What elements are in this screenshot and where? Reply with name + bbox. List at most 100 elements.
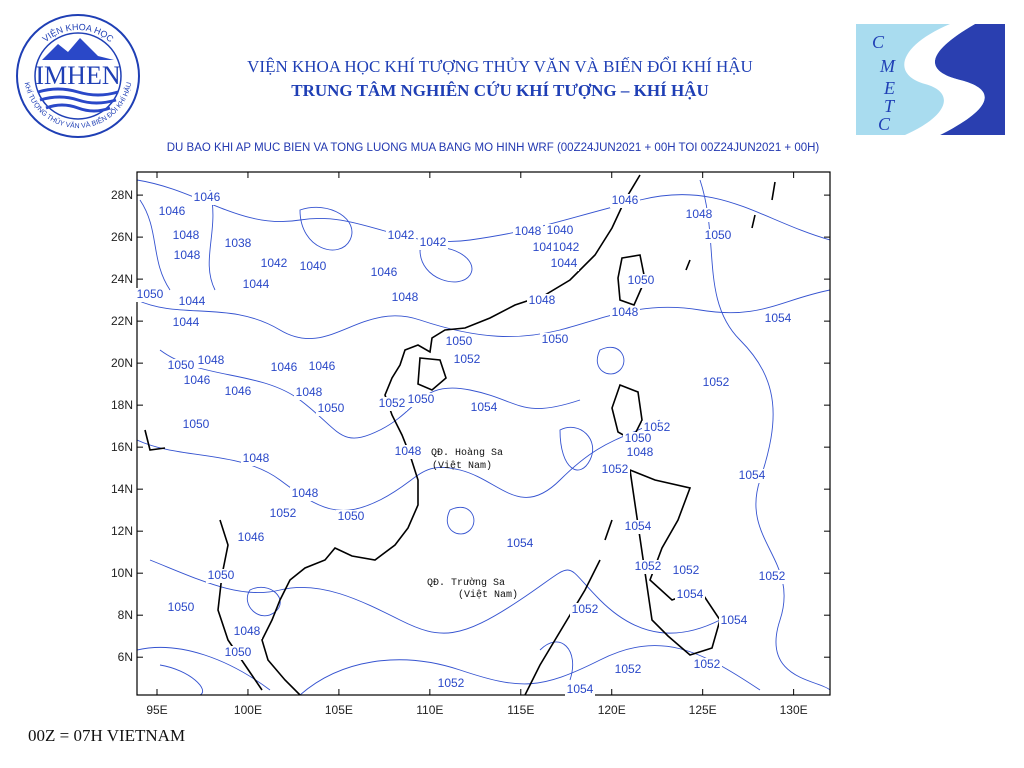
contour-labels: 1046 1046 1048 1038 1048 1042 1040 1044 1046 1042… bbox=[135, 190, 793, 697]
contour-label-bg bbox=[369, 266, 399, 280]
contour-label-bg bbox=[166, 359, 196, 373]
lat-tick-label: 10N bbox=[111, 566, 133, 580]
contour-label: 1054 bbox=[567, 682, 594, 696]
imhen-logo: IMHEN VIỆN KHOA HỌC KHÍ TƯỢNG THỦY VĂN V… bbox=[16, 14, 140, 138]
lon-tick-label: 120E bbox=[598, 703, 626, 717]
lat-tick-label: 16N bbox=[111, 440, 133, 454]
contour-label-bg bbox=[737, 469, 767, 483]
contour-label: 1044 bbox=[173, 315, 200, 329]
contour-label-bg bbox=[505, 537, 535, 551]
contour-label: 1054 bbox=[471, 400, 498, 414]
contour-label: 1052 bbox=[602, 462, 629, 476]
contour-label: 1048 bbox=[515, 224, 542, 238]
contour-label: 1054 bbox=[507, 536, 534, 550]
contour-label: 1048 bbox=[174, 248, 201, 262]
contour-label-bg bbox=[172, 249, 202, 263]
contour-label-bg bbox=[336, 510, 366, 524]
center-name: TRUNG TÂM NGHIÊN CỨU KHÍ TƯỢNG – KHÍ HẬU bbox=[291, 81, 708, 100]
contour-label-bg bbox=[390, 291, 420, 305]
contour-label-bg bbox=[513, 225, 543, 239]
contour-label: 1044 bbox=[179, 294, 206, 308]
contour-label-bg bbox=[613, 663, 643, 677]
contour-label: 1048 bbox=[395, 444, 422, 458]
contour-label-bg bbox=[181, 418, 211, 432]
contour-label-bg bbox=[294, 386, 324, 400]
contour-label-bg bbox=[701, 376, 731, 390]
contour-label-bg bbox=[386, 229, 416, 243]
contour-label: 1048 bbox=[292, 486, 319, 500]
contour-label: 1052 bbox=[759, 569, 786, 583]
contour-label-bg bbox=[527, 294, 557, 308]
contour-label-bg bbox=[241, 278, 271, 292]
contour-label-bg bbox=[444, 335, 474, 349]
contour-label-bg bbox=[307, 360, 337, 374]
lon-tick-label: 105E bbox=[325, 703, 353, 717]
lat-tick-label: 22N bbox=[111, 314, 133, 328]
contour-label: 1050 bbox=[183, 417, 210, 431]
cmetc-letter: M bbox=[879, 56, 896, 76]
map-title: DU BAO KHI AP MUC BIEN VA TONG LUONG MUA… bbox=[167, 142, 820, 154]
contour-label-bg bbox=[570, 603, 600, 617]
contour-label-bg bbox=[610, 306, 640, 320]
contour-label-bg bbox=[436, 677, 466, 691]
contour-label: 1042 bbox=[553, 240, 580, 254]
contour-label: 1048 bbox=[686, 207, 713, 221]
lon-tick-label: 95E bbox=[146, 703, 167, 717]
contour-label: 1048 bbox=[627, 445, 654, 459]
contour-label-bg bbox=[610, 194, 640, 208]
contour-label-bg bbox=[600, 463, 630, 477]
contour-label-bg bbox=[545, 224, 575, 238]
contour-label: 1052 bbox=[694, 657, 721, 671]
lat-tick-label: 28N bbox=[111, 188, 133, 202]
contour-label: 1050 bbox=[705, 228, 732, 242]
map-body bbox=[137, 172, 830, 695]
contour-label: 1050 bbox=[168, 600, 195, 614]
contour-label: 1046 bbox=[612, 193, 639, 207]
contour-label: 1044 bbox=[243, 277, 270, 291]
contour-label: 1052 bbox=[572, 602, 599, 616]
contour-label-bg bbox=[135, 288, 165, 302]
contour-label-bg bbox=[642, 421, 672, 435]
ticks: 95E 100E 105E 110E 115E 120E 125E 130E 6N 8N 10N 12… bbox=[111, 172, 830, 717]
lat-tick-label: 20N bbox=[111, 356, 133, 370]
contour-label: 1052 bbox=[615, 662, 642, 676]
contour-label-bg bbox=[241, 452, 271, 466]
contour-label-bg bbox=[166, 601, 196, 615]
contour-label: 1050 bbox=[318, 401, 345, 415]
contour-label: 1050 bbox=[542, 332, 569, 346]
contour-label: 1050 bbox=[628, 273, 655, 287]
footer-note: 00Z = 07H VIETNAM bbox=[28, 726, 185, 745]
contour-label-bg bbox=[549, 257, 579, 271]
lat-tick-label: 24N bbox=[111, 272, 133, 286]
contour-label-bg bbox=[192, 191, 222, 205]
contour-label-bg bbox=[675, 588, 705, 602]
contour-label-bg bbox=[671, 564, 701, 578]
contour-label: 1050 bbox=[137, 287, 164, 301]
contour-label: 1054 bbox=[625, 519, 652, 533]
contour-label-bg bbox=[316, 402, 346, 416]
contour-label: 1048 bbox=[198, 353, 225, 367]
lat-tick-label: 6N bbox=[118, 650, 133, 664]
contour-label-bg bbox=[182, 374, 212, 388]
contour-label-bg bbox=[206, 569, 236, 583]
contour-label: 1052 bbox=[454, 352, 481, 366]
contour-label-bg bbox=[377, 397, 407, 411]
contour-label: 1042 bbox=[420, 235, 447, 249]
contour-label-bg bbox=[236, 531, 266, 545]
contour-label-bg bbox=[623, 432, 653, 446]
contour-label: 1048 bbox=[296, 385, 323, 399]
contour-label: 1040 bbox=[547, 223, 574, 237]
contour-label: 1052 bbox=[703, 375, 730, 389]
place-label: QĐ. Hoàng Sa bbox=[431, 447, 503, 459]
contour-label: 1040 bbox=[300, 259, 327, 273]
contour-label: 1048 bbox=[173, 228, 200, 242]
contour-label: 1052 bbox=[379, 396, 406, 410]
contour-label: 1038 bbox=[225, 236, 252, 250]
contour-label: 1046 bbox=[194, 190, 221, 204]
contour-label: 1042 bbox=[261, 256, 288, 270]
place-label: (Việt Nam) bbox=[432, 460, 492, 472]
contour-label-bg bbox=[452, 353, 482, 367]
contour-label: 1054 bbox=[721, 613, 748, 627]
